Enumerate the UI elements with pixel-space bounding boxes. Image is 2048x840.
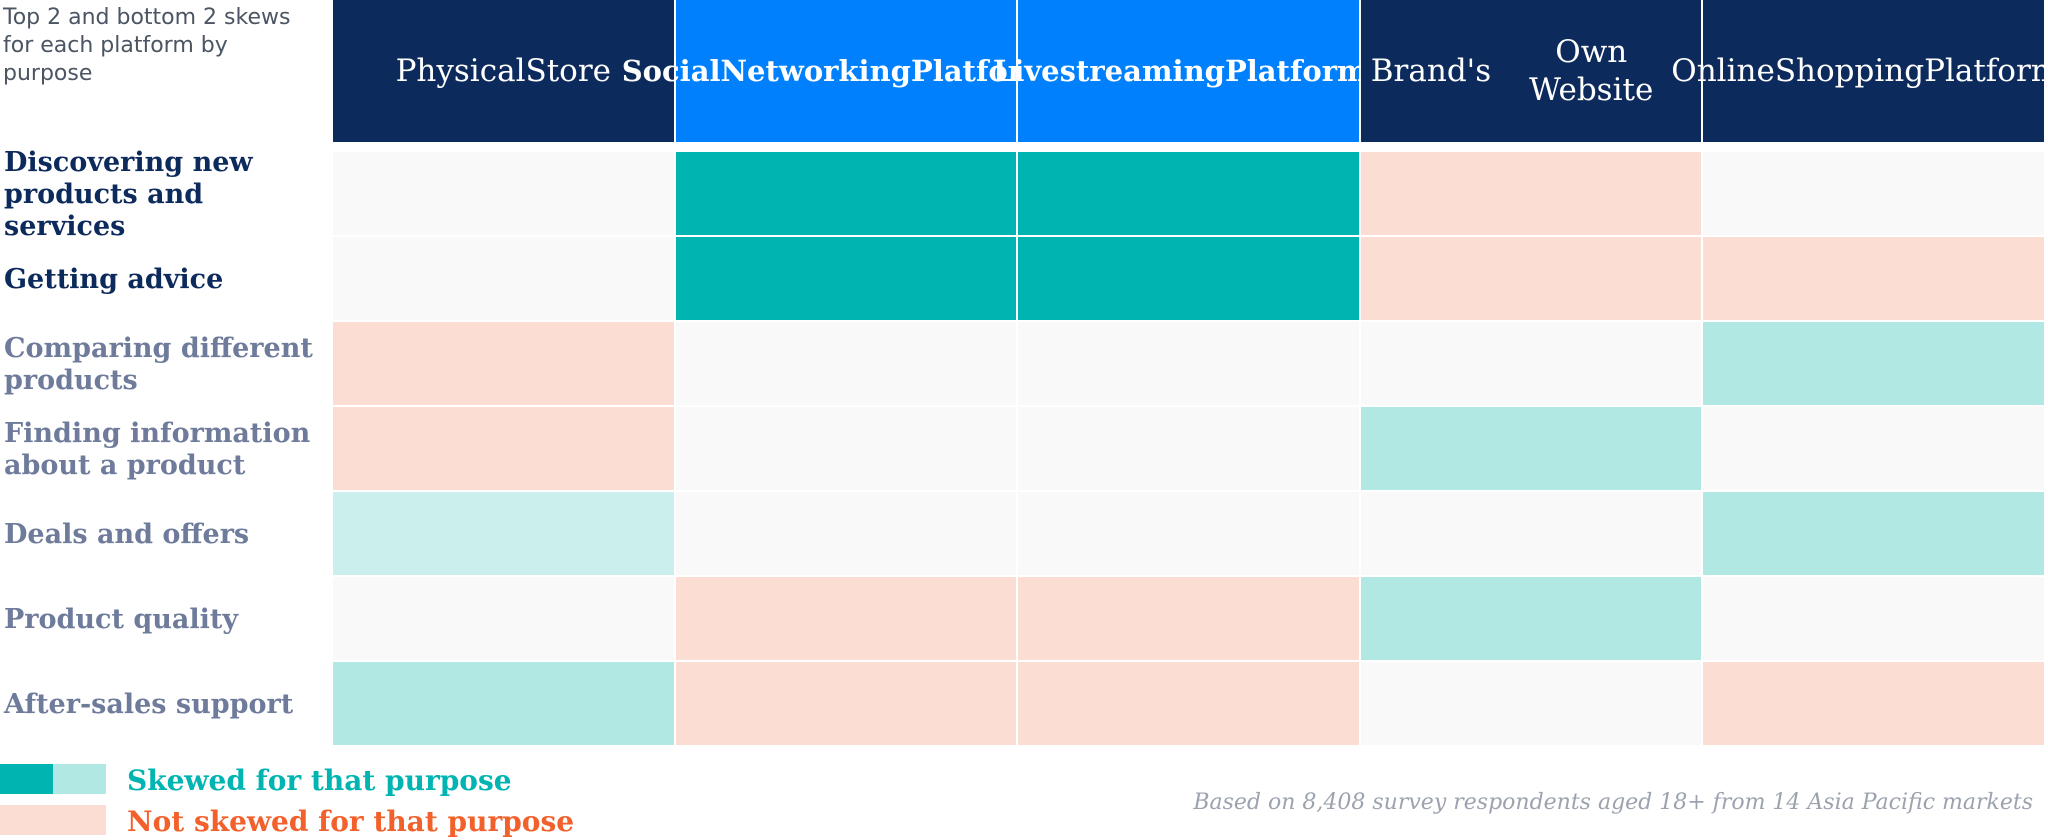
cell-neutral [675,322,1019,407]
column-header-line: Platforms [1924,53,2048,89]
cell-neutral [333,237,676,322]
column-header-line: Shopping [1774,53,1925,89]
legend-swatch-not-skewed [0,805,106,835]
cell-skew-light [1703,492,2046,577]
cell-neutral [1703,152,2046,237]
column-header-line: Livestreaming [992,53,1225,88]
row-label: Discovering new products and services [4,146,253,242]
skew-table: Physical Store Social Networking Platforms Li… [333,0,2048,747]
column-header: Social Networking Platforms [622,0,1070,142]
cell-neutral [1360,662,1704,747]
row-label: Finding information about a product [4,417,311,481]
column-header-line: Own Website [1529,34,1654,108]
column-header: Brand's Own Website [1360,0,1704,142]
cell-not-skewed [1018,577,1361,662]
column-header-line: Networking [720,53,911,88]
cell-skew-lighter [333,492,676,577]
cell-neutral [1360,492,1704,577]
row-label: Product quality [4,603,239,635]
cell-skew-light [333,662,676,747]
cell-skew-light [1360,407,1704,492]
chart-note: Top 2 and bottom 2 skews for each platfo… [3,5,291,86]
cell-skew-strong [675,152,1019,237]
legend-label-skewed: Skewed for that purpose [127,764,512,797]
cell-not-skewed [1360,152,1704,237]
legend-swatch-light [53,764,106,794]
cell-skew-light [1360,577,1704,662]
column-header-line: Platforms [1224,53,1385,88]
cell-skew-strong [675,237,1019,322]
row-label: After-sales support [4,688,294,720]
cell-neutral [1360,322,1704,407]
row-labels: Discovering new products and services Get… [4,146,329,747]
cell-not-skewed [333,322,676,407]
column-header-line: Brand's [1370,53,1492,89]
cell-not-skewed [333,407,676,492]
row-label: Getting advice [4,263,224,295]
row-label: Comparing different products [4,332,313,396]
cell-skew-light [1703,322,2046,407]
column-header: Physical Store [333,0,676,142]
column-header-line: Online [1671,53,1775,89]
column-header: OnlineShoppingPlatforms [1671,0,2048,142]
column-header-line: Store [525,53,612,89]
cell-not-skewed [1360,237,1704,322]
header-gap [333,142,2046,152]
cell-neutral [333,152,676,237]
cell-neutral [675,492,1019,577]
cell-not-skewed [1703,662,2046,747]
cell-neutral [1018,322,1361,407]
cell-not-skewed [675,577,1019,662]
cell-neutral [1703,407,2046,492]
cell-skew-strong [1018,152,1361,237]
cell-neutral [1703,577,2046,662]
cell-neutral [1018,407,1361,492]
cell-neutral [1018,492,1361,577]
legend-label-not-skewed: Not skewed for that purpose [127,805,575,838]
cell-not-skewed [1018,662,1361,747]
cell-not-skewed [675,662,1019,747]
legend-swatch-strong [0,764,53,794]
cell-skew-strong [1018,237,1361,322]
column-header: Livestreaming Platforms [993,0,1384,142]
cell-neutral [333,577,676,662]
column-header-line: Physical [395,53,526,89]
footnote: Based on 8,408 survey respondents aged 1… [1193,790,2033,815]
cell-not-skewed [1703,237,2046,322]
cell-neutral [675,407,1019,492]
column-header-line: Social [621,53,721,88]
row-label: Deals and offers [4,518,250,550]
